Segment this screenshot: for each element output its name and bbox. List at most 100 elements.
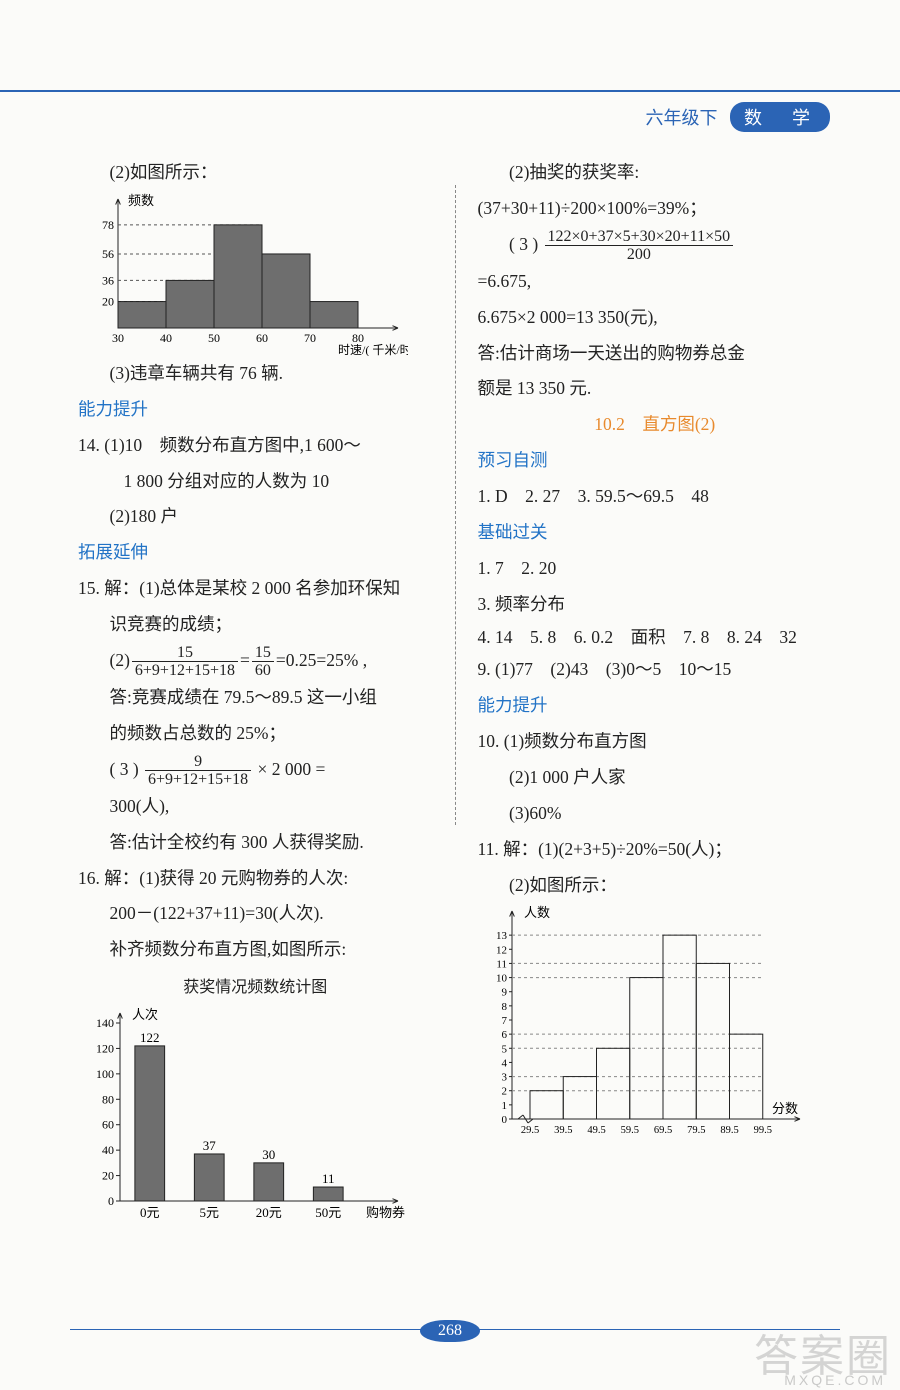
top-rule [0, 90, 900, 92]
svg-text:8: 8 [501, 1001, 507, 1013]
svg-text:分数: 分数 [772, 1101, 798, 1116]
svg-text:4: 4 [501, 1058, 507, 1070]
q16-1b: 200－(122+37+11)=30(人次). [78, 896, 433, 932]
grade-text: 六年级下 [646, 108, 718, 128]
svg-text:10: 10 [496, 973, 508, 985]
q10-2: (2)1 000 户人家 [478, 760, 833, 796]
svg-text:20: 20 [102, 294, 114, 308]
q11-1: 11. 解：(1)(2+3+5)÷20%=50(人)； [478, 832, 833, 868]
svg-text:12: 12 [496, 945, 507, 957]
q10-3: (3)60% [478, 796, 833, 832]
q14-1b: 1 800 分组对应的人数为 10 [78, 464, 433, 500]
svg-text:6: 6 [501, 1030, 507, 1042]
q15-3-ans: 答:估计全校约有 300 人获得奖励. [78, 825, 433, 861]
svg-text:13: 13 [496, 931, 508, 943]
q15-2-eq: = [240, 650, 250, 670]
section-title: 10.2 直方图(2) [478, 407, 833, 443]
svg-text:11: 11 [322, 1171, 335, 1186]
svg-text:7: 7 [501, 1015, 507, 1027]
q16-3: ( 3 ) 122×0+37×5+30×20+11×50200 [478, 227, 833, 264]
svg-text:140: 140 [96, 1016, 114, 1030]
svg-text:99.5: 99.5 [753, 1125, 771, 1136]
svg-text:39.5: 39.5 [554, 1125, 572, 1136]
svg-text:5: 5 [501, 1044, 507, 1056]
histogram-scores: 人数分数01234567891011121329.539.549.559.569… [478, 903, 808, 1143]
svg-text:5元: 5元 [199, 1205, 219, 1220]
q15-2-ans2: 的频数占总数的 25%； [78, 716, 433, 752]
chart2-title: 获奖情况频数统计图 [78, 972, 433, 1005]
svg-text:频数: 频数 [128, 193, 154, 208]
subject-pill: 数 学 [730, 102, 830, 132]
svg-text:59.5: 59.5 [620, 1125, 638, 1136]
svg-text:49.5: 49.5 [587, 1125, 605, 1136]
q14-1a: 14. (1)10 频数分布直方图中,1 600～ [78, 428, 433, 464]
basic-1: 1. 7 2. 20 [478, 551, 833, 587]
svg-text:78: 78 [102, 218, 114, 232]
q16-1a: 16. 解：(1)获得 20 元购物券的人次: [78, 861, 433, 897]
q16-2-head: (2)抽奖的获奖率: [478, 155, 833, 191]
q-3: (3)违章车辆共有 76 辆. [78, 356, 433, 392]
bar-chart-coupon: 人次购物券0204060801001201401220元375元3020元115… [78, 1005, 408, 1225]
q15-2-frac1: 156+9+12+15+18 [132, 644, 238, 680]
q15-head: 15. 解：(1)总体是某校 2 000 名参加环保知 [78, 571, 433, 607]
right-column: (2)抽奖的获奖率: (37+30+11)÷200×100%=39%； ( 3 … [456, 155, 841, 1300]
svg-text:29.5: 29.5 [520, 1125, 538, 1136]
q-2-label: (2)如图所示： [78, 155, 433, 191]
q16-1c: 补齐频数分布直方图,如图所示: [78, 932, 433, 968]
q15-2-pre: (2) [110, 650, 130, 670]
q16-3-frac: 122×0+37×5+30×20+11×50200 [545, 228, 734, 264]
header-grade: 六年级下 数 学 [646, 102, 831, 132]
svg-text:人次: 人次 [132, 1007, 158, 1022]
svg-text:0元: 0元 [140, 1205, 160, 1220]
page-number: 268 [420, 1320, 480, 1342]
svg-text:50元: 50元 [315, 1205, 341, 1220]
preview-line: 1. D 2. 27 3. 59.5～69.5 48 [478, 479, 833, 515]
svg-text:120: 120 [96, 1041, 114, 1055]
q16-3-r2: 6.675×2 000=13 350(元), [478, 300, 833, 336]
svg-text:122: 122 [140, 1030, 160, 1045]
q16-3-ans2: 额是 13 350 元. [478, 371, 833, 407]
q16-3-r1: =6.675, [478, 264, 833, 300]
basic-9: 9. (1)77 (2)43 (3)0～5 10～15 [478, 652, 833, 688]
svg-text:购物券: 购物券 [366, 1205, 405, 1220]
q15-2-tail: =0.25=25% , [276, 650, 367, 670]
svg-text:60: 60 [256, 331, 268, 345]
q15-3-frac: 96+9+12+15+18 [145, 753, 251, 789]
svg-text:79.5: 79.5 [687, 1125, 705, 1136]
svg-text:70: 70 [304, 331, 316, 345]
q16-2-expr: (37+30+11)÷200×100%=39%； [478, 191, 833, 227]
svg-text:56: 56 [102, 247, 114, 261]
q15-3: ( 3 ) 96+9+12+15+18 × 2 000 = [78, 752, 433, 789]
section-basic: 基础过关 [478, 515, 833, 551]
svg-text:11: 11 [496, 959, 507, 971]
svg-text:50: 50 [208, 331, 220, 345]
section-extension: 拓展延伸 [78, 535, 433, 571]
svg-text:3: 3 [501, 1072, 507, 1084]
svg-text:1: 1 [501, 1100, 507, 1112]
svg-text:30: 30 [262, 1147, 275, 1162]
q15-3-mid: × 2 000 = [253, 759, 325, 779]
q15-2: (2)156+9+12+15+18=1560=0.25=25% , [78, 643, 433, 680]
q10-1: 10. (1)频数分布直方图 [478, 724, 833, 760]
svg-text:40: 40 [160, 331, 172, 345]
section-ability-right: 能力提升 [478, 688, 833, 724]
svg-text:100: 100 [96, 1067, 114, 1081]
svg-text:60: 60 [102, 1118, 114, 1132]
q16-3-ans1: 答:估计商场一天送出的购物券总金 [478, 336, 833, 372]
q15-3-pre: ( 3 ) [110, 759, 139, 779]
q15-head2: 识竞赛的成绩； [78, 607, 433, 643]
histogram-speed: 频数时速/( 千米/时 ) 20 36 56 78 30 40 50 60 70 80 [78, 191, 408, 356]
svg-text:9: 9 [501, 987, 507, 999]
svg-text:30: 30 [112, 331, 124, 345]
svg-text:36: 36 [102, 273, 114, 287]
q14-2: (2)180 户 [78, 499, 433, 535]
svg-text:69.5: 69.5 [653, 1125, 671, 1136]
svg-text:80: 80 [102, 1092, 114, 1106]
svg-text:20元: 20元 [256, 1205, 282, 1220]
q16-3-pre: ( 3 ) [509, 234, 538, 254]
section-ability-left: 能力提升 [78, 392, 433, 428]
content-columns: (2)如图所示： 频数时速/( 千米/时 )203656783040506070… [70, 155, 840, 1300]
svg-text:人数: 人数 [524, 905, 550, 920]
svg-text:80: 80 [352, 331, 364, 345]
svg-text:时速/( 千米/时 ): 时速/( 千米/时 ) [338, 343, 408, 356]
